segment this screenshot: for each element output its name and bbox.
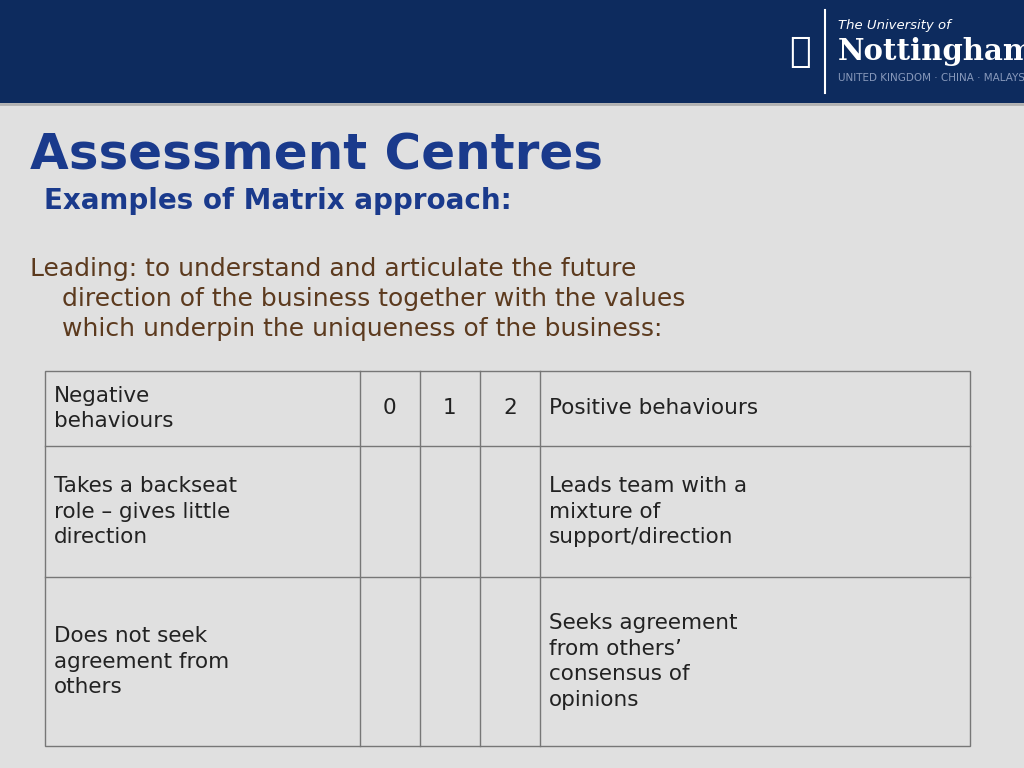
Text: Leading: to understand and articulate the future: Leading: to understand and articulate th… bbox=[30, 257, 636, 281]
Text: UNITED KINGDOM · CHINA · MALAYSIA: UNITED KINGDOM · CHINA · MALAYSIA bbox=[838, 73, 1024, 83]
Bar bbox=[0, 0, 1024, 103]
Text: The University of: The University of bbox=[838, 19, 950, 32]
Text: Negative
behaviours: Negative behaviours bbox=[54, 386, 173, 432]
Text: Assessment Centres: Assessment Centres bbox=[30, 131, 603, 179]
Text: which underpin the uniqueness of the business:: which underpin the uniqueness of the bus… bbox=[30, 317, 663, 341]
Text: Leads team with a
mixture of
support/direction: Leads team with a mixture of support/dir… bbox=[549, 476, 746, 548]
Text: Positive behaviours: Positive behaviours bbox=[549, 399, 758, 419]
Text: 1: 1 bbox=[442, 399, 457, 419]
Bar bbox=[45, 371, 970, 746]
Text: Seeks agreement
from others’
consensus of
opinions: Seeks agreement from others’ consensus o… bbox=[549, 613, 737, 710]
Text: 2: 2 bbox=[503, 399, 517, 419]
Text: Nottingham: Nottingham bbox=[838, 38, 1024, 67]
Text: ⛩: ⛩ bbox=[790, 35, 811, 68]
Text: Examples of Matrix approach:: Examples of Matrix approach: bbox=[44, 187, 512, 215]
Text: Takes a backseat
role – gives little
direction: Takes a backseat role – gives little dir… bbox=[54, 476, 237, 548]
Text: 0: 0 bbox=[383, 399, 396, 419]
Text: direction of the business together with the values: direction of the business together with … bbox=[30, 287, 685, 311]
Text: Does not seek
agreement from
others: Does not seek agreement from others bbox=[54, 626, 229, 697]
Bar bbox=[45, 371, 970, 746]
